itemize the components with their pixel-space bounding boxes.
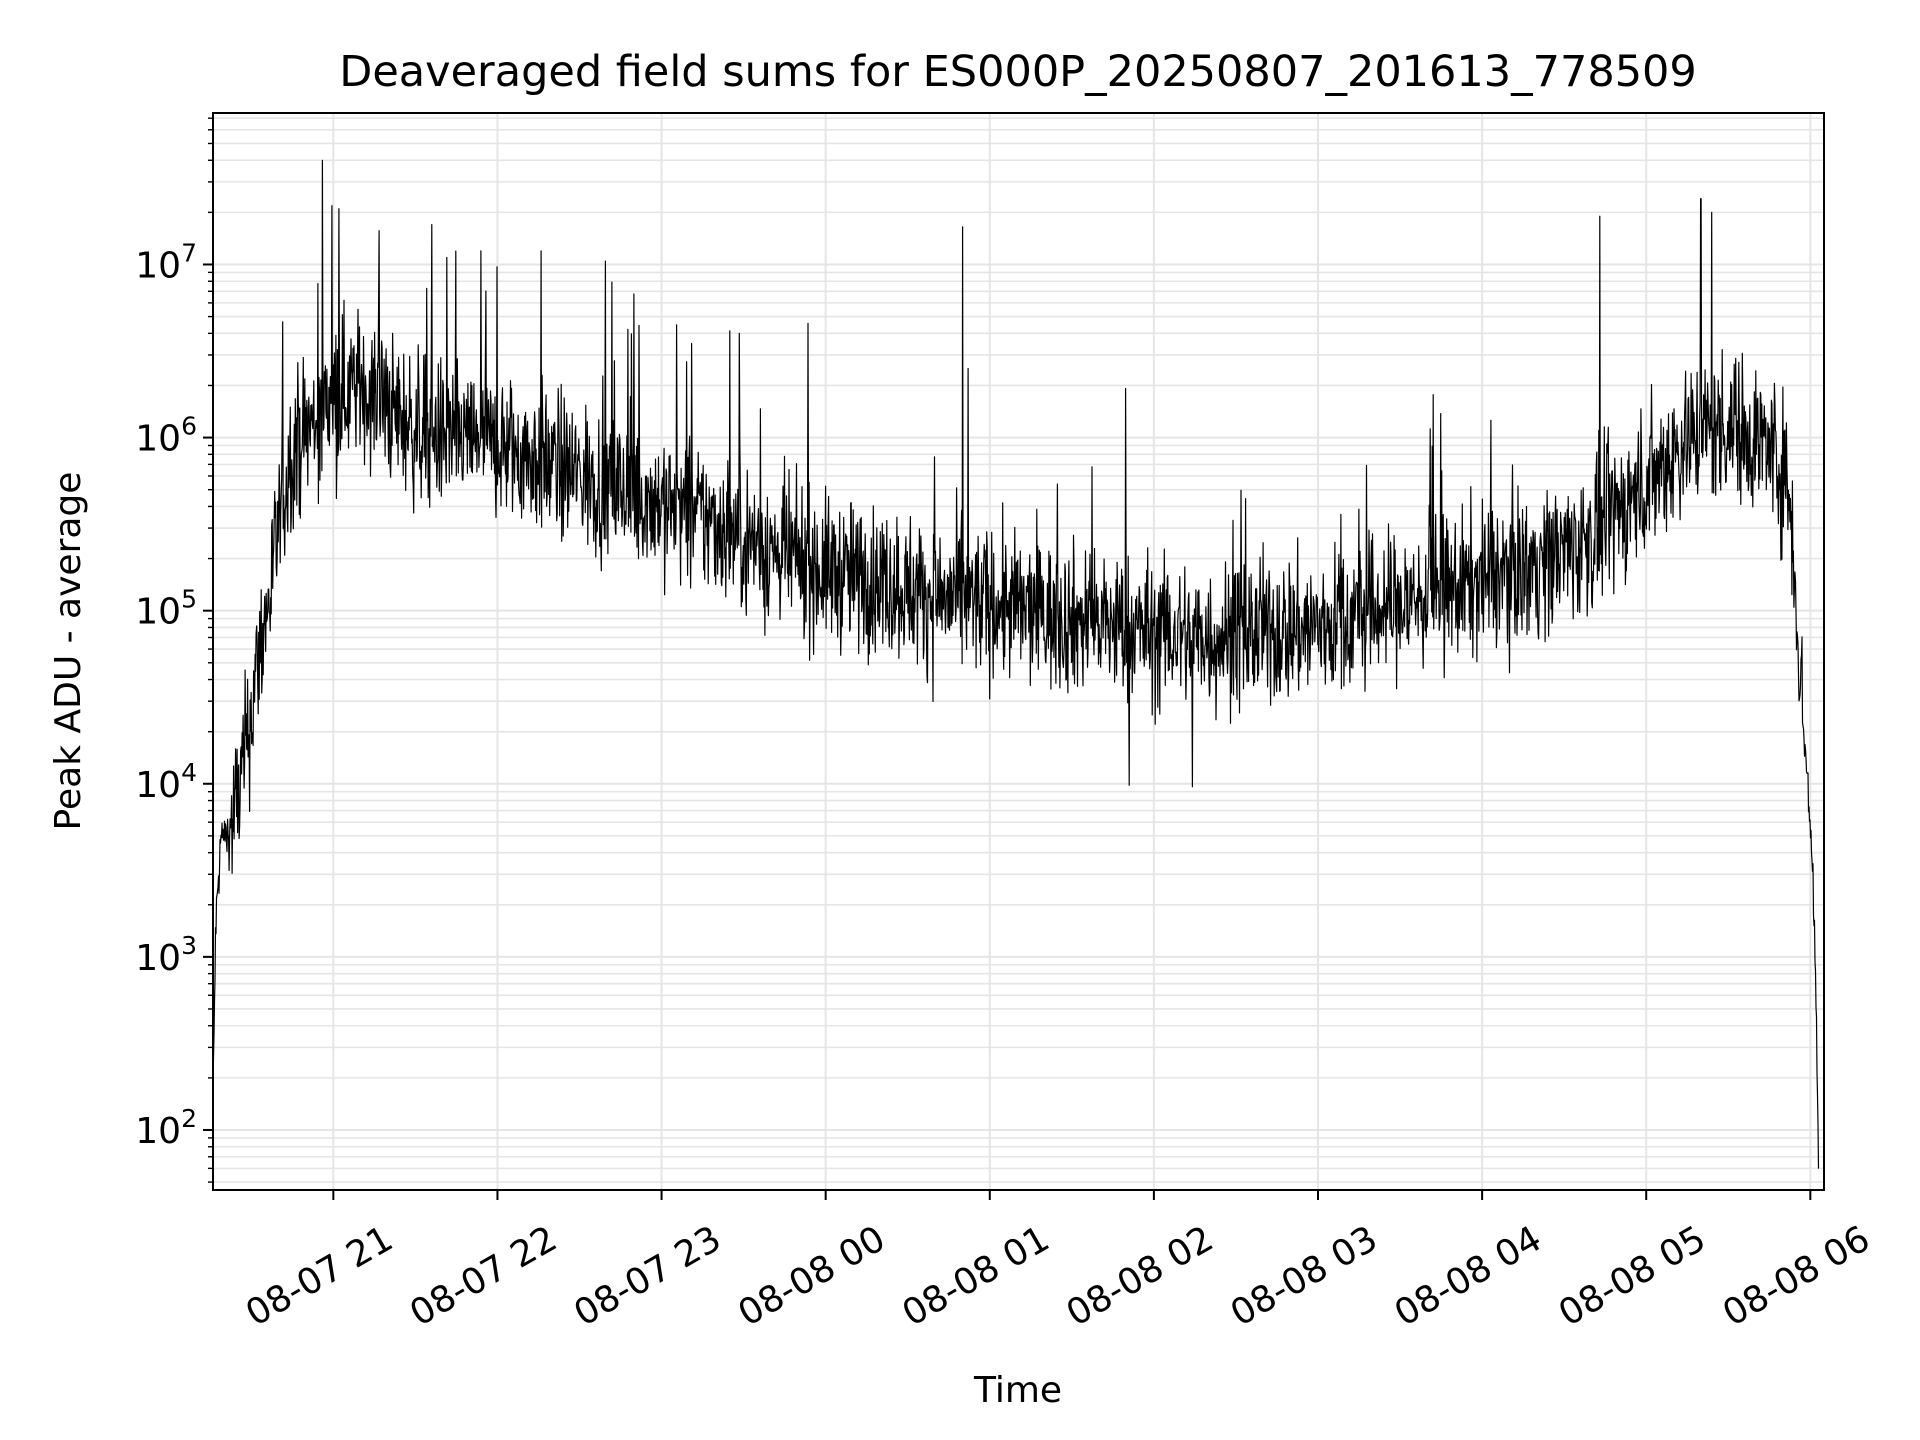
plot-area — [213, 159, 1820, 1169]
chart-title: Deaveraged field sums for ES000P_2025080… — [339, 47, 1697, 97]
y-tick-label: 106 — [135, 412, 197, 460]
y-tick-label: 105 — [135, 585, 197, 633]
y-tick-label: 102 — [135, 1104, 197, 1152]
y-tick-label: 104 — [135, 758, 197, 806]
x-axis-label: Time — [973, 1370, 1062, 1411]
y-axis-label: Peak ADU - average — [48, 472, 89, 831]
series-line — [213, 159, 1820, 1169]
grid — [213, 113, 1824, 1190]
y-tick-label: 103 — [135, 931, 197, 979]
y-tick-label: 107 — [135, 238, 197, 286]
series-layer — [213, 159, 1820, 1169]
plot-frame — [212, 112, 1825, 1191]
